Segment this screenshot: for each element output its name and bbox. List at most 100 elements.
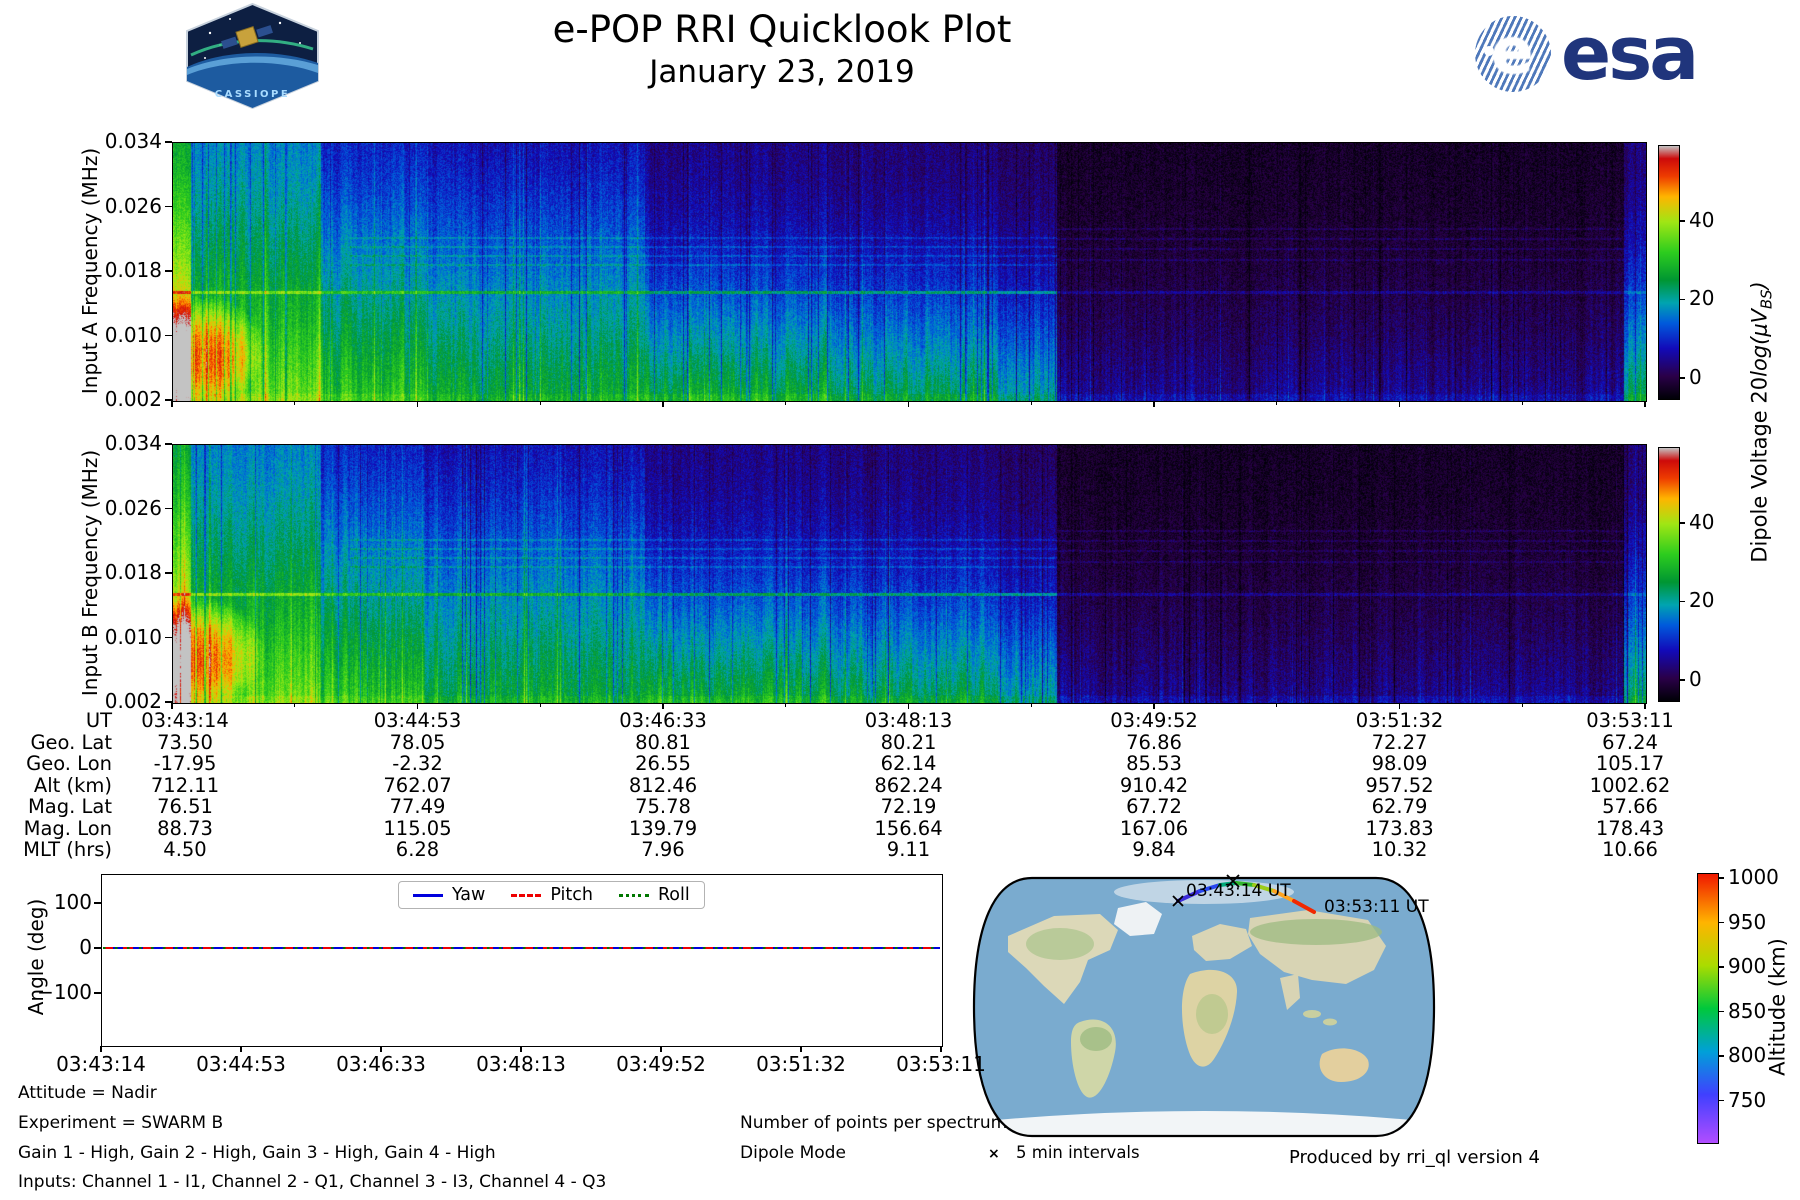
angle-plot-xtick: 03:51:32 <box>756 1052 846 1076</box>
altitude-colorbar-tick: 750 <box>1728 1087 1767 1112</box>
legend-item-pitch: Pitch <box>511 885 593 905</box>
spectrogram-a-xminortick-mark <box>539 401 541 405</box>
spectrogram-a-xtick-mark <box>907 401 910 407</box>
ephemeris-cell: 77.49 <box>389 795 446 818</box>
page-date: January 23, 2019 <box>649 54 915 90</box>
angle-plot-xtick: 03:44:53 <box>196 1052 286 1076</box>
spectrogram-a-ytick-mark <box>165 334 172 337</box>
ground-track <box>1176 881 1316 914</box>
spectrogram-a-ytick: 0.034 <box>104 129 162 153</box>
angle-plot-ytick: 100 <box>53 890 92 914</box>
page-title: e-POP RRI Quicklook Plot <box>552 8 1012 51</box>
spectrogram-a-ytick: 0.010 <box>104 322 162 347</box>
spectrogram-a-xminortick-mark <box>785 401 787 405</box>
spectrogram-b-xtick-mark <box>1398 703 1401 709</box>
altitude-colorbar-tick-mark <box>1718 877 1724 879</box>
angle-plot-xtick: 03:43:14 <box>56 1052 146 1076</box>
spectrogram-b-xminortick-mark <box>785 703 787 707</box>
spectrogram-a-xtick-mark <box>1644 401 1646 407</box>
altitude-colorbar-tick: 800 <box>1728 1043 1767 1067</box>
annotation-attitude: Attitude = Nadir <box>18 1083 157 1103</box>
dipole-colorbar-b <box>1658 447 1680 702</box>
spectrogram-b-xminortick-mark <box>1521 703 1523 707</box>
angle-plot-xtick-mark <box>800 1046 802 1052</box>
angle-plot-xtick: 03:53:11 <box>896 1052 986 1076</box>
ephemeris-cell: 156.64 <box>874 816 943 840</box>
ephemeris-row-label: Mag. Lat <box>27 795 112 818</box>
ephemeris-cell: 105.17 <box>1595 752 1665 775</box>
spectrogram-b-ytick: 0.018 <box>104 560 162 584</box>
cassiope-mission-patch: CASSIOPE <box>185 2 320 110</box>
ephemeris-row-label: Alt (km) <box>33 773 112 797</box>
spectrogram-a-xminortick-mark <box>1276 401 1278 405</box>
spectrogram-b-ytick-mark <box>165 507 172 510</box>
ephemeris-cell: 76.51 <box>157 795 213 818</box>
world-map <box>972 874 1436 1138</box>
angle-plot-xtick-mark <box>380 1046 382 1052</box>
map-start-time-label: 03:43:14 UT <box>1186 881 1291 901</box>
ephemeris-row-label: Geo. Lat <box>30 730 112 754</box>
dipole-colorbar-a-tick: 0 <box>1689 364 1702 389</box>
spectrogram-b-ytick-mark <box>165 443 172 445</box>
ephemeris-cell: 9.84 <box>1132 838 1176 861</box>
spectrogram-b-xtick-mark <box>416 703 419 709</box>
annotation-gains: Gain 1 - High, Gain 2 - High, Gain 3 - H… <box>18 1143 496 1163</box>
roll-line <box>103 947 940 949</box>
angle-plot-ytick: 0 <box>79 935 92 959</box>
angle-plot-xtick: 03:49:52 <box>616 1052 706 1076</box>
legend-item-roll: Roll <box>618 885 690 905</box>
angle-plot-xtick: 03:46:33 <box>336 1052 426 1076</box>
interval-legend-text: 5 min intervals <box>1016 1143 1140 1162</box>
ephemeris-cell: 03:46:33 <box>619 709 707 732</box>
dipole-colorbar-a-tick-mark <box>1679 298 1685 301</box>
spectrogram-b-ytick: 0.034 <box>104 431 162 455</box>
spectrogram-a-image <box>173 143 1646 401</box>
ephemeris-row-label: MLT (hrs) <box>23 838 112 861</box>
ephemeris-cell: 167.06 <box>1119 816 1189 840</box>
legend-pitch-line-icon <box>511 893 542 897</box>
altitude-colorbar-tick: 1000 <box>1728 865 1779 889</box>
spectrogram-a-ytick: 0.018 <box>104 258 162 282</box>
ephemeris-row-label: Geo. Lon <box>26 752 112 775</box>
ephemeris-cell: 85.53 <box>1126 752 1182 775</box>
ephemeris-cell: 62.79 <box>1371 795 1428 818</box>
ephemeris-cell: 178.43 <box>1595 816 1665 840</box>
angle-plot-xtick-mark <box>940 1046 942 1052</box>
ephemeris-cell: 910.42 <box>1119 773 1189 797</box>
esa-globe-icon: e <box>1475 16 1551 92</box>
ephemeris-row-label: UT <box>85 709 112 732</box>
ephemeris-cell: 57.66 <box>1602 795 1658 818</box>
angle-plot-xtick-mark <box>520 1046 522 1052</box>
ephemeris-cell: 80.81 <box>635 730 691 754</box>
angle-plot-ytick-mark <box>94 902 101 904</box>
spectrogram-b-ytick-mark <box>165 636 172 639</box>
spectrogram-a-ytick-mark <box>165 270 172 272</box>
spectrogram-a-ytick-mark <box>165 399 172 401</box>
spectrogram-a-ytick-mark <box>165 205 172 208</box>
ephemeris-cell: 7.96 <box>641 838 685 861</box>
ephemeris-row-label: Mag. Lon <box>23 816 112 840</box>
spectrogram-b-xtick-mark <box>1644 703 1646 709</box>
spectrogram-b-xtick-mark <box>662 703 664 709</box>
dipole-colorbar-b-tick-mark <box>1679 522 1685 524</box>
legend-label: Pitch <box>550 885 593 905</box>
spectrogram-a-xtick-mark <box>662 401 664 407</box>
ephemeris-cell: 72.27 <box>1371 730 1428 754</box>
spectrogram-b-xminortick-mark <box>1030 703 1032 707</box>
produced-by-text: Produced by rri_ql version 4 <box>1288 1147 1540 1168</box>
spectrogram-b-ytick-mark <box>165 572 172 574</box>
dipole-colorbar-a-tick: 40 <box>1689 207 1715 232</box>
angle-plot-ytick: −100 <box>37 980 92 1004</box>
altitude-colorbar-tick-mark <box>1718 1010 1724 1013</box>
ephemeris-cell: 76.86 <box>1126 730 1182 754</box>
spectrogram-b-ytick-mark <box>165 701 172 703</box>
angle-plot-ytick-mark <box>94 947 101 949</box>
ephemeris-cell: 62.14 <box>880 752 937 775</box>
ephemeris-cell: 10.32 <box>1371 838 1428 861</box>
spectrogram-a-xtick-mark <box>416 401 419 407</box>
spectrogram-b-ytick: 0.002 <box>104 689 162 713</box>
spectrogram-a-xtick-mark <box>1153 401 1155 407</box>
ephemeris-cell: 26.55 <box>635 752 691 775</box>
annotation-mode: Dipole Mode <box>740 1143 846 1163</box>
